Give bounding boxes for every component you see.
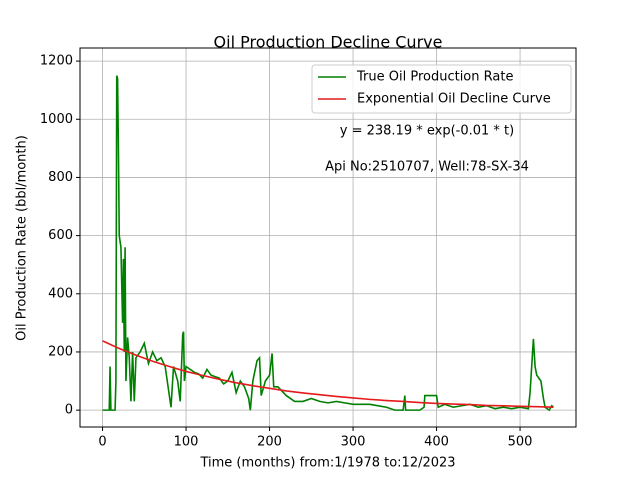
y-axis-label: Oil Production Rate (bbl/month)	[15, 135, 30, 341]
legend-label: Exponential Oil Decline Curve	[357, 92, 551, 107]
annotation: y = 238.19 * exp(-0.01 * t)	[340, 124, 514, 139]
y-tick-label: 1200	[40, 54, 73, 69]
y-tick-label: 600	[48, 228, 73, 243]
legend-box	[311, 64, 572, 114]
y-tick-label: 400	[48, 286, 73, 301]
x-tick-label: 500	[508, 435, 533, 450]
y-tick-label: 1000	[40, 112, 73, 127]
x-axis-label: Time (months) from:1/1978 to:12/2023	[199, 456, 455, 471]
chart-title: Oil Production Decline Curve	[214, 33, 443, 52]
y-tick-label: 200	[48, 344, 73, 359]
annotation: Api No:2510707, Well:78-SX-34	[325, 160, 529, 175]
y-tick-label: 0	[65, 403, 73, 418]
x-tick-label: 100	[174, 435, 199, 450]
x-tick-label: 200	[257, 435, 282, 450]
legend-label: True Oil Production Rate	[356, 70, 513, 85]
x-tick-label: 0	[98, 435, 106, 450]
y-tick-label: 800	[48, 170, 73, 185]
x-tick-label: 400	[424, 435, 449, 450]
plot-frame	[79, 47, 577, 428]
series-line	[102, 340, 554, 409]
series-line	[102, 75, 554, 412]
x-tick-label: 300	[341, 435, 366, 450]
